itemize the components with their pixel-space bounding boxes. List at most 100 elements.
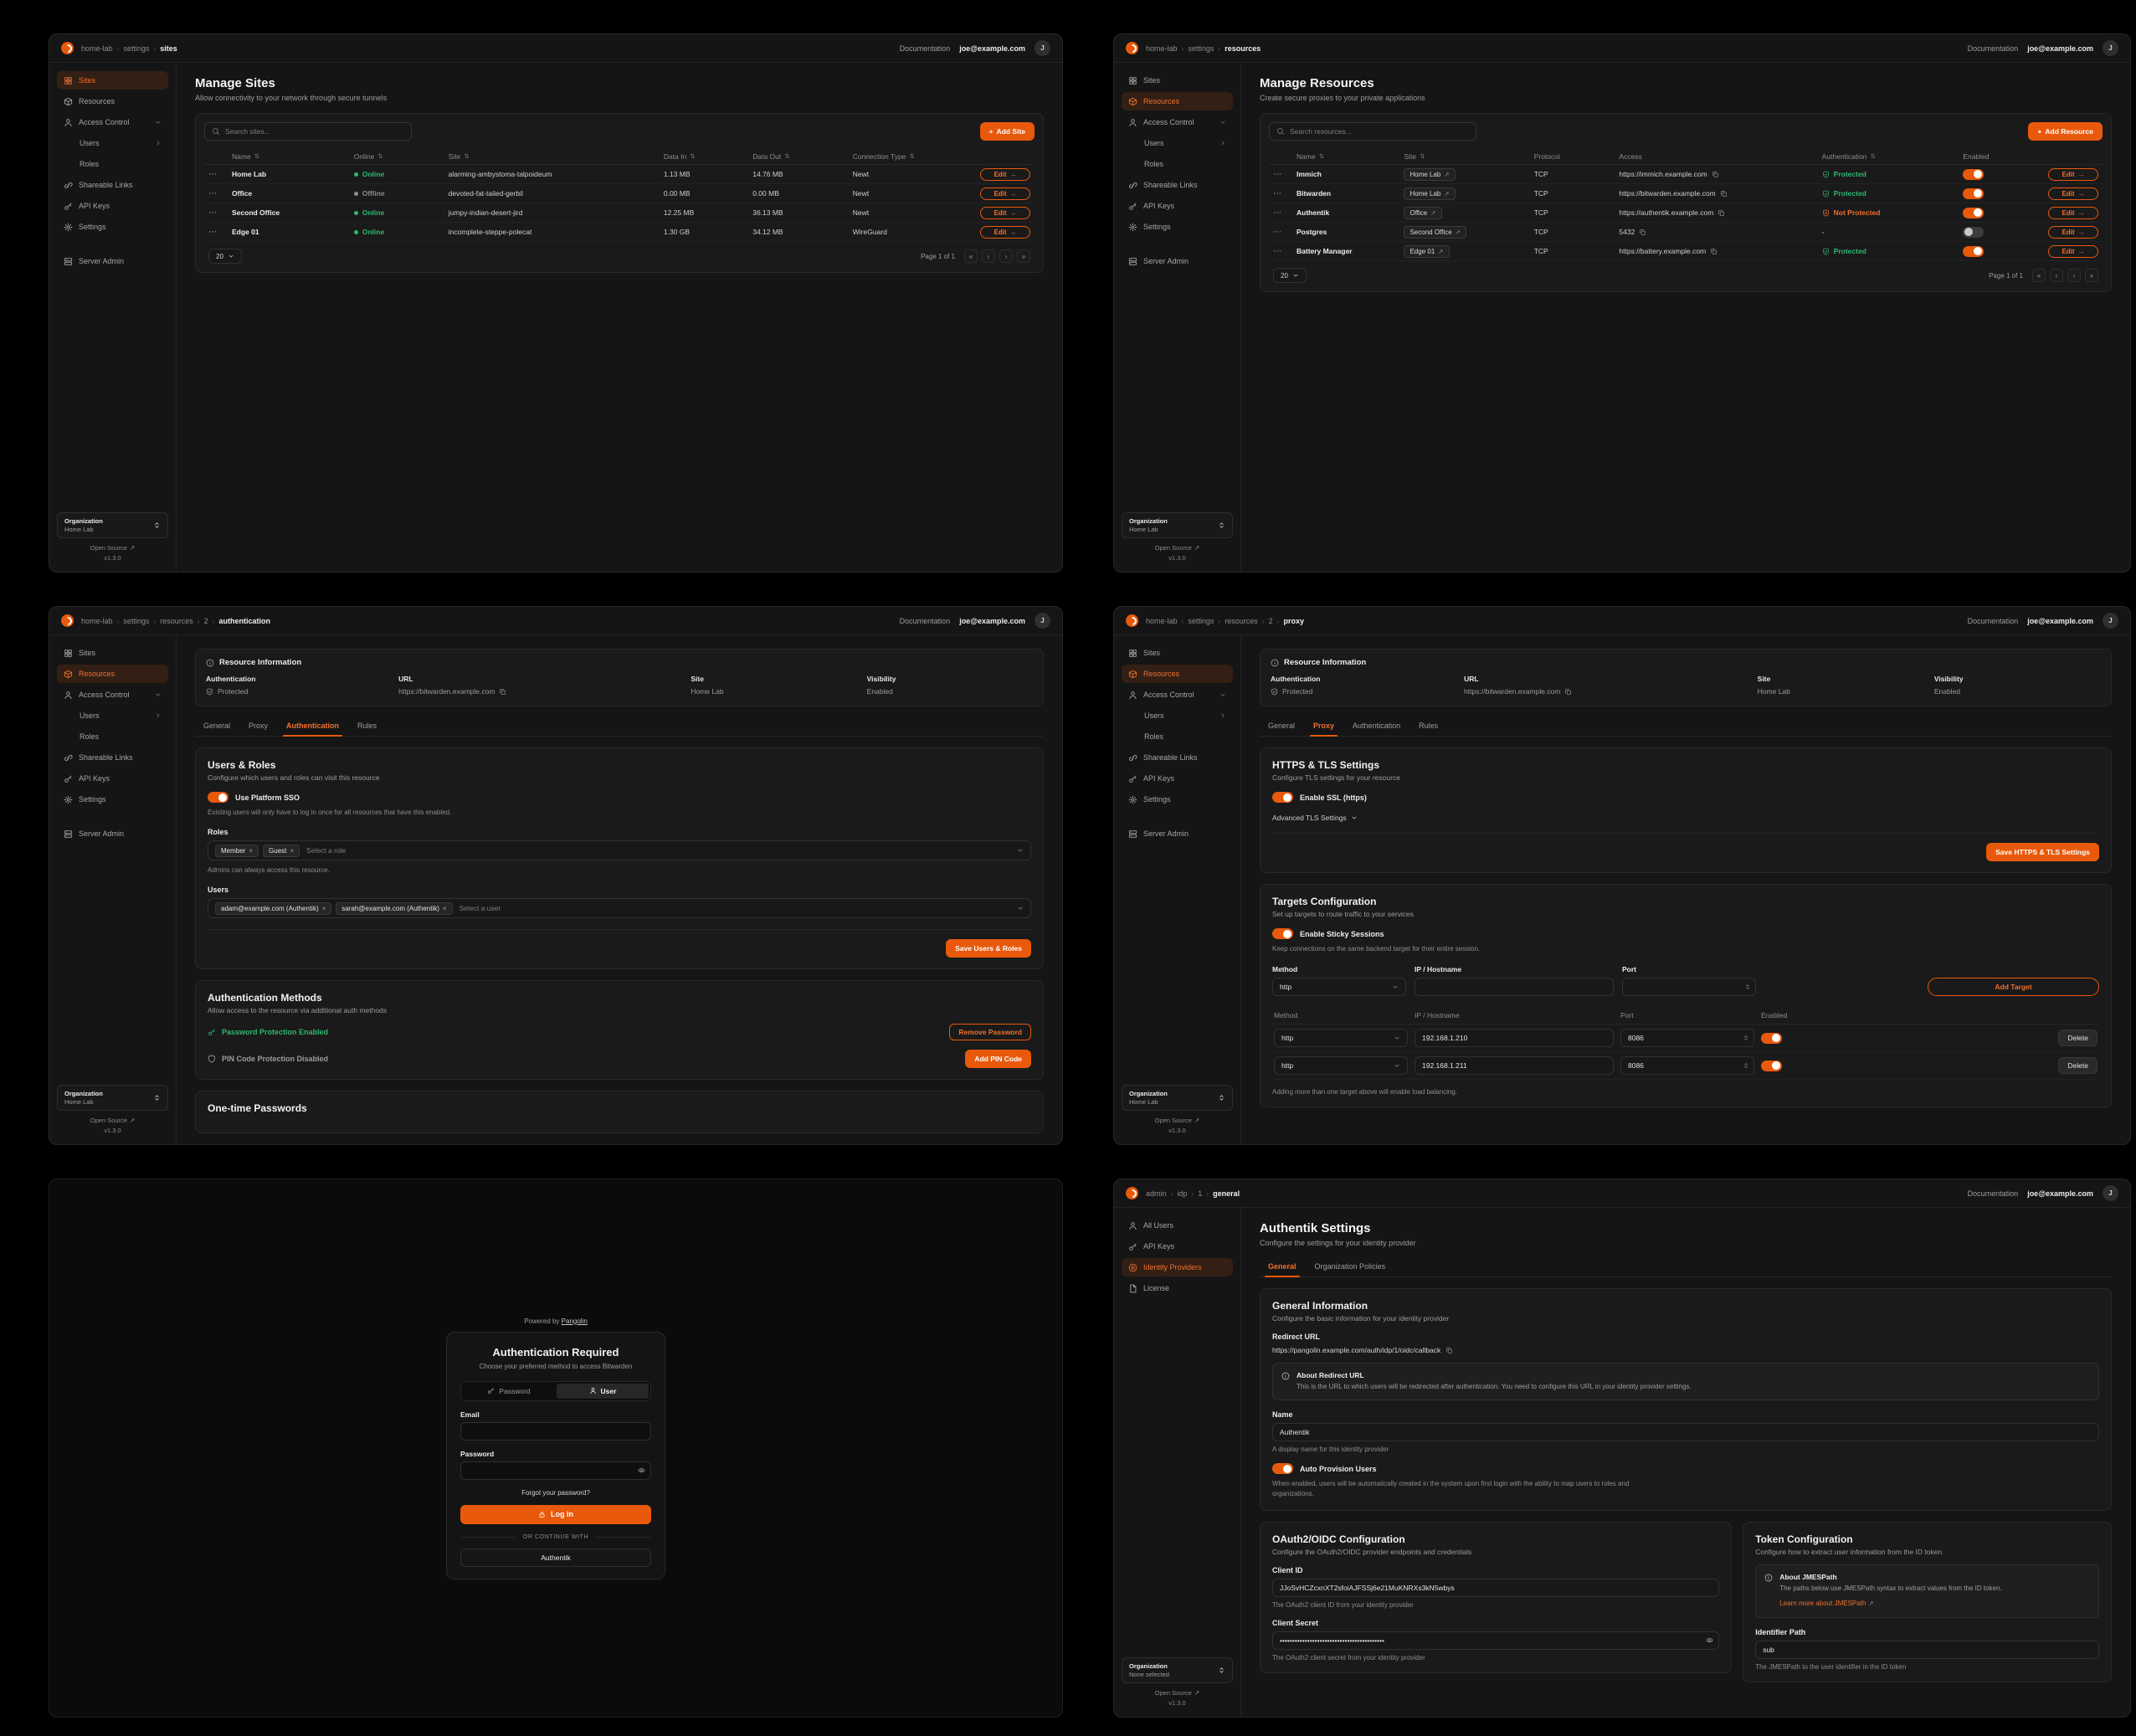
client-id-input[interactable] bbox=[1272, 1579, 1720, 1598]
remove-password-button[interactable]: Remove Password bbox=[949, 1024, 1031, 1040]
eye-icon[interactable] bbox=[638, 1466, 645, 1474]
next-page-button[interactable]: › bbox=[2067, 269, 2081, 282]
tab-proxy[interactable]: Proxy bbox=[1305, 716, 1343, 737]
table-row[interactable]: ⋯ Edge 01 Online incomplete-steppe-polec… bbox=[204, 223, 1035, 242]
sidebar-item-shareable-links[interactable]: Shareable Links bbox=[1122, 176, 1233, 194]
column-header-connection-type[interactable]: Connection Type ⇅ bbox=[852, 152, 915, 161]
sidebar-item-roles[interactable]: Roles bbox=[1144, 732, 1164, 741]
table-row[interactable]: ⋯ Authentik Office ↗ TCP https://authenti… bbox=[1269, 203, 2103, 223]
sidebar-item-resources[interactable]: Resources bbox=[57, 665, 168, 683]
copy-icon[interactable] bbox=[1445, 1347, 1453, 1354]
password-field[interactable] bbox=[460, 1461, 651, 1480]
next-page-button[interactable]: › bbox=[999, 249, 1013, 263]
open-source-link[interactable]: Open Source ↗ bbox=[1154, 1117, 1200, 1124]
edit-button[interactable]: Edit → bbox=[2048, 206, 2098, 219]
sidebar-item-api-keys[interactable]: API Keys bbox=[57, 769, 168, 788]
sidebar-item-api-keys[interactable]: API Keys bbox=[1122, 1237, 1233, 1256]
sidebar-item-sites[interactable]: Sites bbox=[57, 71, 168, 90]
sidebar-item-sites[interactable]: Sites bbox=[1122, 644, 1233, 662]
table-row[interactable]: ⋯ Second Office Online jumpy-indian-dese… bbox=[204, 203, 1035, 223]
breadcrumb-item[interactable]: idp bbox=[1177, 1189, 1188, 1198]
sidebar-item-api-keys[interactable]: API Keys bbox=[57, 197, 168, 215]
advanced-tls-settings-toggle[interactable]: Advanced TLS Settings bbox=[1272, 814, 1358, 822]
sidebar-item-roles[interactable]: Roles bbox=[1144, 160, 1164, 168]
column-header-online[interactable]: Online ⇅ bbox=[353, 152, 383, 161]
avatar[interactable]: J bbox=[1035, 613, 1050, 629]
user-email[interactable]: joe@example.com bbox=[2027, 44, 2093, 53]
column-header-site[interactable]: Site ⇅ bbox=[448, 152, 470, 161]
ip-hostname-input[interactable] bbox=[1415, 1056, 1614, 1075]
last-page-button[interactable]: » bbox=[1017, 249, 1030, 263]
last-page-button[interactable]: » bbox=[2085, 269, 2098, 282]
edit-button[interactable]: Edit → bbox=[980, 206, 1030, 219]
breadcrumb-item[interactable]: resources bbox=[160, 616, 193, 625]
row-menu-button[interactable]: ⋯ bbox=[208, 170, 225, 179]
user-email[interactable]: joe@example.com bbox=[2027, 1189, 2093, 1198]
sidebar-item-server-admin[interactable]: Server Admin bbox=[57, 252, 168, 270]
port-input[interactable] bbox=[1620, 1056, 1754, 1075]
row-menu-button[interactable]: ⋯ bbox=[208, 228, 225, 237]
enabled-toggle[interactable] bbox=[1963, 168, 1985, 180]
sidebar-item-server-admin[interactable]: Server Admin bbox=[1122, 252, 1233, 270]
chip-remove-icon[interactable]: × bbox=[321, 904, 326, 912]
tab-authentication[interactable]: Authentication bbox=[1353, 722, 1401, 730]
copy-icon[interactable] bbox=[1564, 688, 1572, 696]
breadcrumb-item[interactable]: home-lab bbox=[81, 44, 113, 53]
copy-icon[interactable] bbox=[1639, 229, 1646, 236]
copy-icon[interactable] bbox=[1712, 171, 1719, 178]
users-multiselect[interactable]: adam@example.com (Authentik) × sarah@exam… bbox=[208, 898, 1031, 918]
port-input[interactable] bbox=[1620, 1029, 1754, 1047]
platform-sso-toggle[interactable] bbox=[208, 792, 228, 803]
delete-target-button[interactable]: Delete bbox=[2058, 1057, 2097, 1074]
log-in-button[interactable]: Log In bbox=[460, 1504, 651, 1524]
row-menu-button[interactable]: ⋯ bbox=[208, 208, 225, 218]
idp-name-input[interactable] bbox=[1272, 1423, 2099, 1442]
edit-button[interactable]: Edit → bbox=[980, 225, 1030, 239]
sidebar-item-shareable-links[interactable]: Shareable Links bbox=[57, 748, 168, 767]
sidebar-item-access-control[interactable]: Access Control bbox=[57, 686, 168, 704]
sidebar-item-roles[interactable]: Roles bbox=[80, 160, 100, 168]
ip-hostname-input[interactable] bbox=[1415, 1029, 1614, 1047]
add-target-button[interactable]: Add Target bbox=[1928, 978, 2099, 996]
sidebar-item-server-admin[interactable]: Server Admin bbox=[57, 824, 168, 843]
enabled-toggle[interactable] bbox=[1963, 207, 1985, 218]
sidebar-item-settings[interactable]: Settings bbox=[57, 218, 168, 236]
row-menu-button[interactable]: ⋯ bbox=[1273, 247, 1290, 256]
sidebar-item-settings[interactable]: Settings bbox=[57, 790, 168, 809]
tab-organization-policies[interactable]: Organization Policies bbox=[1314, 1262, 1386, 1271]
user-email[interactable]: joe@example.com bbox=[959, 44, 1025, 53]
open-source-link[interactable]: Open Source ↗ bbox=[1154, 544, 1200, 552]
tab-rules[interactable]: Rules bbox=[357, 722, 377, 730]
table-row[interactable]: ⋯ Battery Manager Edge 01 ↗ TCP https://b… bbox=[1269, 242, 2103, 261]
row-menu-button[interactable]: ⋯ bbox=[1273, 208, 1290, 218]
org-selector[interactable]: Organization Home Lab bbox=[57, 512, 168, 538]
eye-icon[interactable] bbox=[1706, 1636, 1713, 1644]
identifier-path-input[interactable] bbox=[1755, 1640, 2099, 1659]
method-select[interactable]: http bbox=[1272, 978, 1406, 996]
tab-authentication[interactable]: Authentication bbox=[278, 716, 347, 737]
documentation-link[interactable]: Documentation bbox=[1967, 616, 2019, 625]
site-link-chip[interactable]: Office ↗ bbox=[1404, 206, 1442, 219]
documentation-link[interactable]: Documentation bbox=[1967, 44, 2019, 53]
ip-hostname-input[interactable] bbox=[1415, 978, 1614, 996]
sidebar-item-access-control[interactable]: Access Control bbox=[1122, 686, 1233, 704]
org-selector[interactable]: Organization Home Lab bbox=[1122, 512, 1233, 538]
sidebar-item-shareable-links[interactable]: Shareable Links bbox=[1122, 748, 1233, 767]
sidebar-item-sites[interactable]: Sites bbox=[1122, 71, 1233, 90]
edit-button[interactable]: Edit → bbox=[980, 187, 1030, 200]
sidebar-item-users[interactable]: Users bbox=[1122, 134, 1233, 152]
sidebar-item-sites[interactable]: Sites bbox=[57, 644, 168, 662]
breadcrumb-item[interactable]: settings bbox=[123, 44, 150, 53]
column-header-site[interactable]: Site ⇅ bbox=[1404, 152, 1425, 161]
client-secret-input[interactable] bbox=[1272, 1631, 1720, 1651]
port-input[interactable] bbox=[1622, 978, 1756, 996]
enabled-toggle[interactable] bbox=[1963, 226, 1985, 238]
sidebar-item-api-keys[interactable]: API Keys bbox=[1122, 197, 1233, 215]
method-select[interactable]: http bbox=[1274, 1029, 1408, 1047]
enabled-toggle[interactable] bbox=[1963, 187, 1985, 199]
breadcrumb-item[interactable]: resources bbox=[1225, 616, 1258, 625]
breadcrumb-item[interactable]: 1 bbox=[1198, 1189, 1203, 1198]
site-link-chip[interactable]: Home Lab ↗ bbox=[1404, 187, 1456, 200]
documentation-link[interactable]: Documentation bbox=[899, 616, 951, 625]
column-header-data-in[interactable]: Data In ⇅ bbox=[663, 152, 696, 161]
